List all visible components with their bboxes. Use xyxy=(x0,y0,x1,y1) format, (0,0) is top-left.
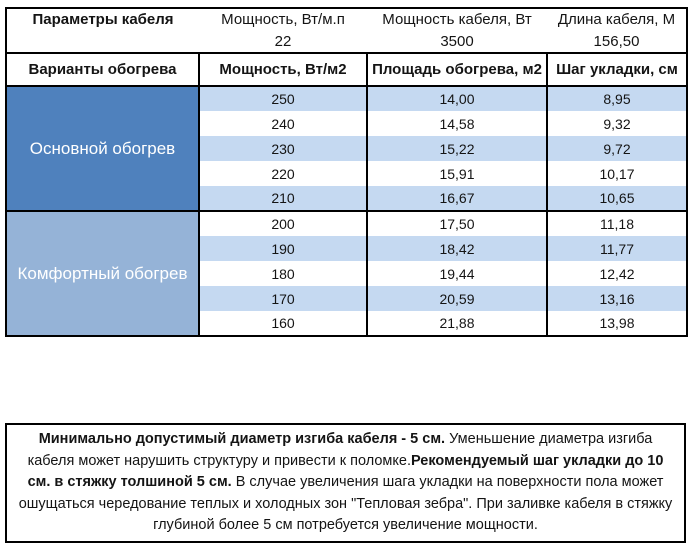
step-cell: 9,32 xyxy=(546,111,688,136)
step-cell: 12,42 xyxy=(546,261,688,286)
param-value-cable-length: 156,50 xyxy=(593,32,640,50)
power-cell: 230 xyxy=(198,136,368,161)
table-row: 180 19,44 12,42 xyxy=(6,261,688,286)
column-header-area: Площадь обогрева, м2 xyxy=(366,53,548,87)
power-cell: 250 xyxy=(198,86,368,111)
note-segment: Рекомендуемый шаг укладки до 10 см. в ст… xyxy=(27,452,664,491)
note-segment: В случае увеличения шага укладки на пове… xyxy=(18,474,673,533)
step-cell: 13,16 xyxy=(546,286,688,311)
note-segment: Минимально допустимый диаметр изгиба каб… xyxy=(38,431,446,447)
area-cell: 20,59 xyxy=(366,286,548,311)
cable-params-title: Параметры кабеля xyxy=(32,11,174,28)
step-cell: 10,65 xyxy=(546,186,688,212)
section-label-comfort-heating: Комфортный обогрев xyxy=(5,211,200,336)
table-row: 220 15,91 10,17 xyxy=(6,161,688,186)
table-row: 190 18,42 11,77 xyxy=(6,236,688,261)
note-segment: Уменьшение диаметра изгиба кабеля может … xyxy=(27,431,653,469)
area-cell: 15,22 xyxy=(366,136,548,161)
area-cell: 17,50 xyxy=(366,211,548,236)
power-cell: 220 xyxy=(198,161,368,186)
column-header-step: Шаг укладки, см xyxy=(546,53,688,87)
area-cell: 19,44 xyxy=(366,261,548,286)
cable-params-table: Параметры кабеля Мощность, Вт/м.п Мощнос… xyxy=(5,7,688,52)
param-value-power-per-m: 22 xyxy=(274,32,292,50)
area-cell: 14,58 xyxy=(366,111,548,136)
param-header-cable-length: Длина кабеля, М xyxy=(557,11,676,28)
cable-params-header-row: Параметры кабеля Мощность, Вт/м.п Мощнос… xyxy=(6,8,687,30)
area-cell: 16,67 xyxy=(366,186,548,212)
note-box: Минимально допустимый диаметр изгиба каб… xyxy=(5,423,686,543)
heating-options-table: Варианты обогрева Мощность, Вт/м2 Площад… xyxy=(5,52,688,337)
note-text: Минимально допустимый диаметр изгиба каб… xyxy=(17,429,674,537)
step-cell: 9,72 xyxy=(546,136,688,161)
param-value-cable-power: 3500 xyxy=(440,32,474,50)
param-header-power-per-m: Мощность, Вт/м.п xyxy=(221,11,345,28)
step-cell: 11,77 xyxy=(546,236,688,261)
area-cell: 14,00 xyxy=(366,86,548,111)
power-cell: 160 xyxy=(198,311,368,336)
area-cell: 15,91 xyxy=(366,161,548,186)
power-cell: 180 xyxy=(198,261,368,286)
step-cell: 13,98 xyxy=(546,311,688,336)
section-label-main-heating: Основной обогрев xyxy=(5,86,200,212)
table-row: 230 15,22 9,72 xyxy=(6,136,688,161)
step-cell: 11,18 xyxy=(546,211,688,236)
power-cell: 190 xyxy=(198,236,368,261)
table-row: Комфортный обогрев 200 17,50 11,18 xyxy=(5,211,688,336)
area-cell: 21,88 xyxy=(366,311,548,336)
cable-params-values-row: 22 3500 156,50 xyxy=(6,30,687,52)
column-header-variants: Варианты обогрева xyxy=(5,53,200,87)
area-cell: 18,42 xyxy=(366,236,548,261)
power-cell: 210 xyxy=(198,186,368,212)
power-cell: 240 xyxy=(198,111,368,136)
heating-table-header-row: Варианты обогрева Мощность, Вт/м2 Площад… xyxy=(5,53,688,87)
step-cell: 8,95 xyxy=(546,86,688,111)
table-row: Основной обогрев 250 14,00 8,95 xyxy=(5,86,688,212)
power-cell: 170 xyxy=(198,286,368,311)
power-cell: 200 xyxy=(198,211,368,236)
column-header-power: Мощность, Вт/м2 xyxy=(198,53,368,87)
table-row: 160 21,88 13,98 xyxy=(6,311,688,336)
param-header-cable-power: Мощность кабеля, Вт xyxy=(382,11,532,28)
empty-cell xyxy=(6,30,199,52)
step-cell: 10,17 xyxy=(546,161,688,186)
table-row: 240 14,58 9,32 xyxy=(6,111,688,136)
table-row: 210 16,67 10,65 xyxy=(6,186,688,212)
table-row: 170 20,59 13,16 xyxy=(6,286,688,311)
